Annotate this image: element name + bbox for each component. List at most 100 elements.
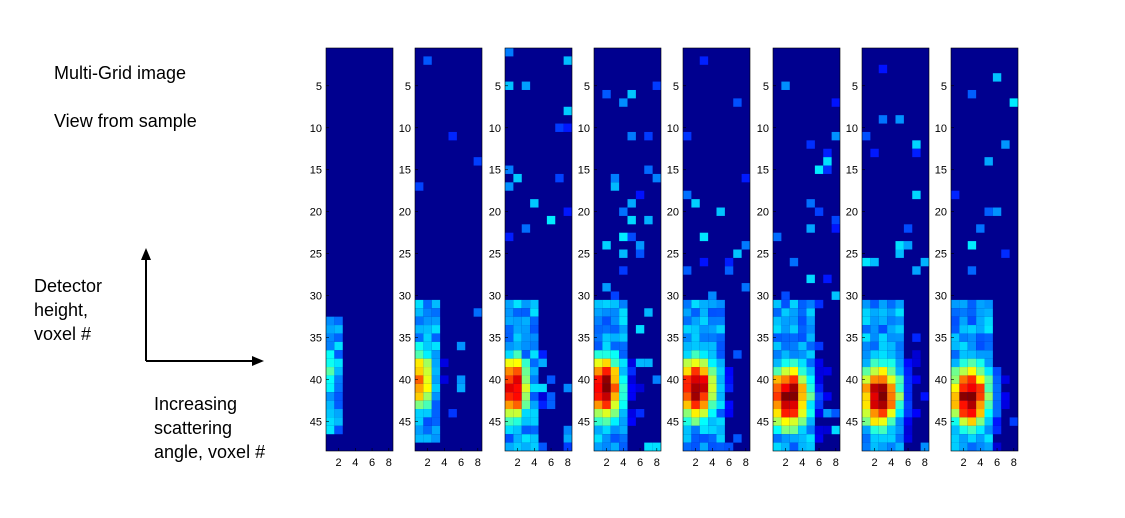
heatmap-cell (594, 392, 603, 401)
heatmap-cell (724, 266, 734, 275)
heatmap-cell (887, 341, 896, 351)
x-tick-label: 8 (922, 457, 928, 469)
heatmap-cell (959, 350, 968, 359)
heatmap-cell (976, 308, 985, 317)
heatmap-cell (602, 367, 611, 376)
heatmap-cell (789, 358, 799, 368)
heatmap-cell (505, 350, 514, 359)
heatmap-cell (806, 409, 815, 418)
heatmap-cell (326, 392, 335, 401)
y-tick-label: 15 (578, 165, 590, 177)
heatmap-cell (806, 367, 815, 376)
heatmap-cell (610, 392, 620, 401)
heatmap-cell (789, 417, 799, 426)
y-tick-label: 5 (763, 81, 769, 93)
x-tick-label: 6 (458, 457, 464, 469)
heatmap-cell (716, 299, 725, 309)
heatmap-cell (563, 207, 573, 216)
y-tick-label: 10 (757, 123, 769, 135)
heatmap-cell (992, 367, 1002, 376)
heatmap-cell (594, 434, 603, 443)
heatmap-cell (984, 409, 993, 418)
heatmap-cell (976, 392, 985, 401)
heatmap-cell (683, 425, 692, 435)
heatmap-cell (862, 400, 871, 410)
heatmap-cell (334, 333, 343, 342)
heatmap-cell (431, 350, 441, 359)
heatmap-cell (789, 375, 799, 384)
y-tick-label: 45 (667, 417, 679, 429)
heatmap-cell (887, 367, 896, 376)
heatmap-cell (814, 383, 824, 393)
y-tick-label: 45 (399, 417, 411, 429)
heatmap-cell (798, 383, 807, 393)
heatmap-cell (887, 434, 896, 443)
heatmap-cell (619, 249, 628, 258)
heatmap-cell (984, 350, 993, 359)
heatmap-cell (602, 434, 611, 443)
heatmap-cell (602, 417, 611, 426)
heatmap-cell (691, 350, 700, 359)
heatmap-cell (602, 241, 611, 250)
heatmap-cell (976, 375, 985, 384)
heatmap-cell (806, 383, 815, 393)
heatmap-cell (959, 341, 968, 351)
heatmap-cell (992, 207, 1002, 216)
heatmap-cell (699, 383, 709, 393)
heatmap-cell (878, 409, 888, 418)
heatmap-cell (505, 442, 514, 451)
heatmap-cell (415, 400, 424, 410)
heatmap-cell (903, 434, 913, 443)
heatmap-cell (602, 409, 611, 418)
heatmap-cell (691, 341, 700, 351)
heatmap-cell (602, 375, 611, 384)
heatmap-cell (789, 425, 799, 435)
heatmap-cell (903, 224, 913, 233)
heatmap-cell (683, 434, 692, 443)
heatmap-cell (773, 316, 782, 326)
heatmap-cell (627, 232, 636, 242)
heatmap-cell (781, 299, 790, 309)
heatmap-cell (644, 165, 653, 174)
heatmap-cell (951, 442, 960, 451)
heatmap-cell (431, 375, 441, 384)
heatmap-cell (505, 409, 514, 418)
heatmap-cell (602, 283, 611, 292)
heatmap-cell (870, 367, 879, 376)
heatmap-cell (610, 434, 620, 443)
heatmap-cell (878, 64, 888, 74)
heatmap-cell (563, 442, 573, 451)
heatmap-cell (878, 367, 888, 376)
heatmap-cell (699, 425, 709, 435)
heatmap-cell (912, 350, 921, 359)
heatmap-cell (423, 316, 432, 326)
heatmap-cell (733, 249, 742, 258)
heatmap-cell (505, 299, 514, 309)
heatmap-cell (691, 367, 700, 376)
heatmap-cell (789, 257, 799, 267)
heatmap-cell (806, 434, 815, 443)
heatmap-cell (415, 350, 424, 359)
heatmap-cell (334, 400, 343, 410)
heatmap-cell (619, 98, 628, 107)
heatmap-cell (610, 409, 620, 418)
heatmap-cell (870, 299, 879, 309)
heatmap-cell (708, 375, 717, 384)
heatmap-cell (773, 392, 782, 401)
heatmap-cell (334, 425, 343, 435)
heatmap-cell (716, 400, 725, 410)
heatmap-cell (610, 316, 620, 326)
heatmap-cell (708, 341, 717, 351)
heatmap-cell (887, 333, 896, 342)
heatmap-cell (870, 417, 879, 426)
y-tick-label: 5 (852, 81, 858, 93)
panel-frame (414, 47, 483, 452)
y-tick-label: 35 (578, 333, 590, 345)
heatmap-cell (716, 425, 725, 435)
heatmap-cell (563, 123, 573, 132)
heatmap-cell (959, 367, 968, 376)
heatmap-cell (423, 417, 432, 426)
heatmap-cell (903, 375, 913, 384)
heatmap-cell (773, 358, 782, 368)
heatmap-cell (619, 299, 628, 309)
